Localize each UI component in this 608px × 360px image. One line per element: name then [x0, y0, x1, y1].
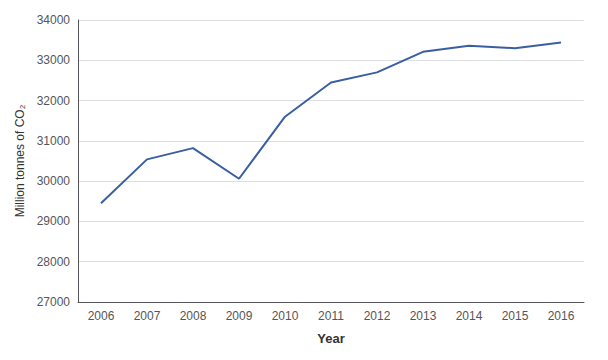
svg-text:2006: 2006 — [88, 309, 115, 323]
svg-text:2009: 2009 — [226, 309, 253, 323]
svg-text:33000: 33000 — [37, 53, 71, 67]
svg-text:2015: 2015 — [502, 309, 529, 323]
svg-text:34000: 34000 — [37, 13, 71, 27]
svg-text:31000: 31000 — [37, 134, 71, 148]
svg-text:2010: 2010 — [272, 309, 299, 323]
svg-text:2012: 2012 — [364, 309, 391, 323]
svg-text:28000: 28000 — [37, 255, 71, 269]
svg-text:2014: 2014 — [456, 309, 483, 323]
svg-text:27000: 27000 — [37, 295, 71, 309]
svg-text:Year: Year — [317, 331, 344, 346]
svg-text:2011: 2011 — [318, 309, 344, 323]
svg-text:Million tonnes of CO₂: Million tonnes of CO₂ — [13, 104, 27, 217]
svg-text:2016: 2016 — [548, 309, 575, 323]
svg-text:2007: 2007 — [134, 309, 161, 323]
svg-text:2013: 2013 — [410, 309, 437, 323]
svg-text:32000: 32000 — [37, 94, 71, 108]
svg-text:30000: 30000 — [37, 174, 71, 188]
svg-text:29000: 29000 — [37, 214, 71, 228]
svg-text:2008: 2008 — [180, 309, 207, 323]
